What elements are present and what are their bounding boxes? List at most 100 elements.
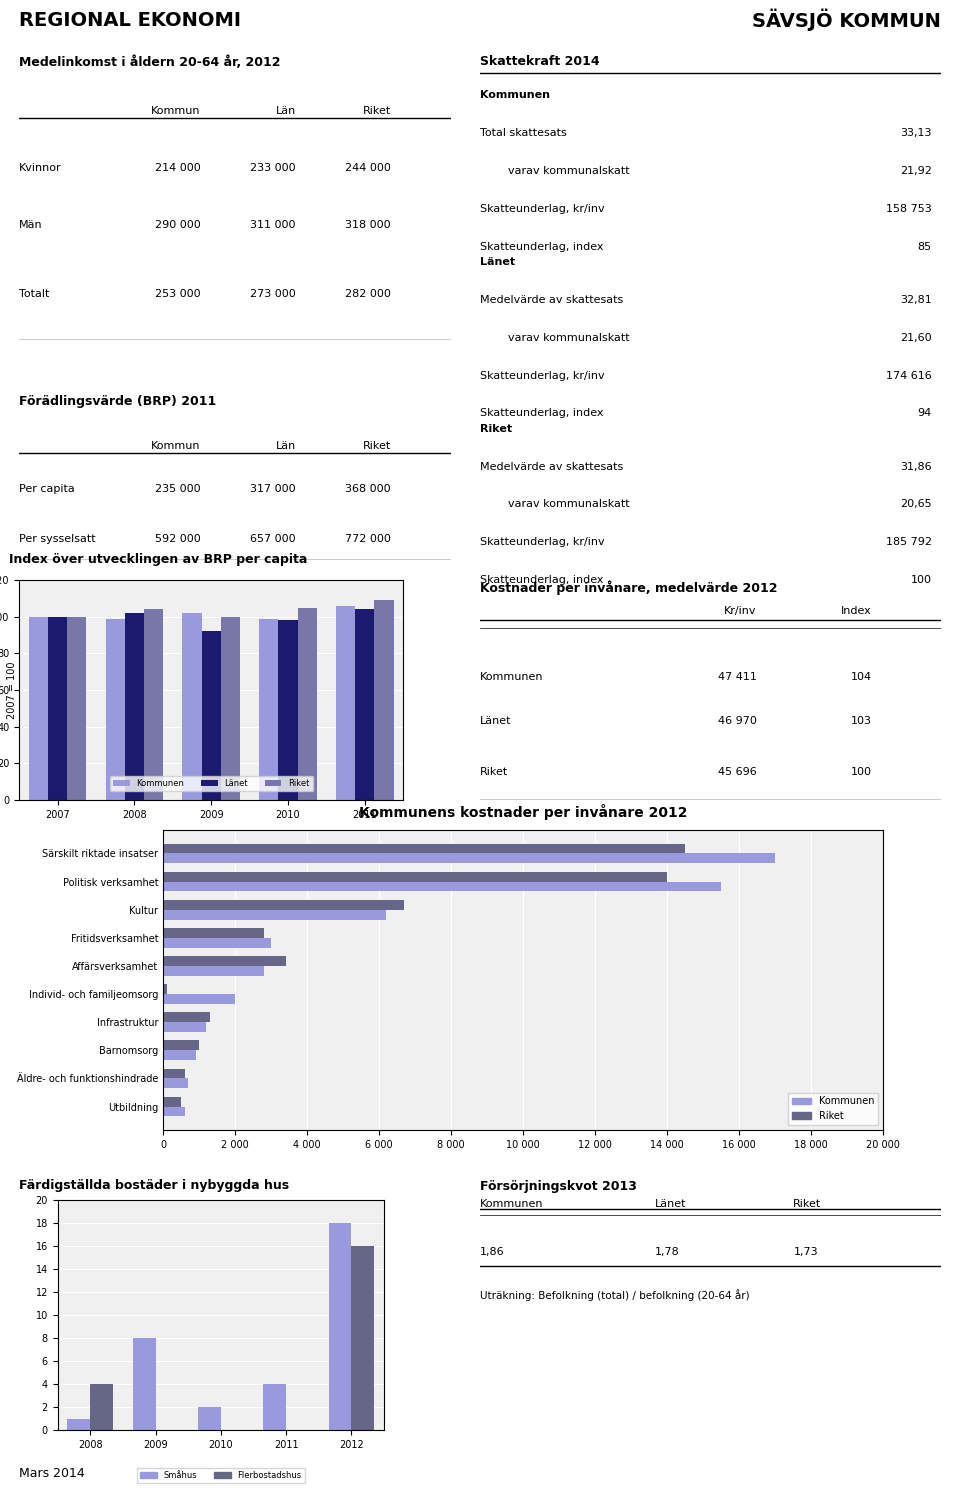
Text: 185 792: 185 792 [885, 537, 931, 548]
Text: Kommun: Kommun [151, 442, 201, 451]
Text: Skatteunderlag, index: Skatteunderlag, index [480, 574, 604, 585]
Bar [198, 1407, 221, 1429]
Bar [163, 985, 167, 994]
Text: Försörjningskvot 2013: Försörjningskvot 2013 [480, 1180, 636, 1194]
Text: Uträkning: Befolkning (total) / befolkning (20-64 år): Uträkning: Befolkning (total) / befolkni… [480, 1289, 750, 1301]
Text: Skatteunderlag, index: Skatteunderlag, index [480, 409, 604, 418]
Bar [278, 621, 298, 800]
Text: Riket: Riket [363, 106, 391, 116]
Text: Riket: Riket [793, 1200, 822, 1209]
Text: Medelinkomst i åldern 20-64 år, 2012: Medelinkomst i åldern 20-64 år, 2012 [19, 55, 280, 69]
Bar [163, 910, 386, 919]
Bar [163, 843, 685, 853]
Bar [163, 1097, 181, 1107]
Text: Skatteunderlag, kr/inv: Skatteunderlag, kr/inv [480, 370, 605, 380]
Text: 158 753: 158 753 [886, 204, 931, 213]
Text: Länet: Länet [655, 1200, 686, 1209]
Bar [182, 613, 202, 800]
Bar [259, 619, 278, 800]
Text: Kommun: Kommun [151, 106, 201, 116]
Bar [29, 616, 48, 800]
Bar [328, 1223, 351, 1429]
Bar [355, 609, 374, 800]
Text: varav kommunalskatt: varav kommunalskatt [508, 166, 629, 176]
Bar [163, 965, 264, 976]
Bar [163, 871, 667, 882]
Text: 21,60: 21,60 [900, 333, 931, 343]
Text: 45 696: 45 696 [718, 767, 756, 777]
Bar [163, 1040, 200, 1050]
Text: Skatteunderlag, kr/inv: Skatteunderlag, kr/inv [480, 537, 605, 548]
Text: Riket: Riket [480, 767, 508, 777]
Text: 31,86: 31,86 [900, 461, 931, 471]
Text: 100: 100 [851, 767, 872, 777]
Text: 100: 100 [911, 574, 931, 585]
Text: 592 000: 592 000 [155, 534, 201, 543]
Legend: Kommunen, Länet, Riket: Kommunen, Länet, Riket [109, 776, 313, 791]
Text: 20,65: 20,65 [900, 500, 931, 509]
Text: Länet: Länet [480, 257, 516, 267]
Bar [163, 928, 264, 938]
Text: Län: Län [276, 106, 296, 116]
Text: Per capita: Per capita [19, 483, 75, 494]
Text: 46 970: 46 970 [718, 716, 756, 727]
Bar [163, 1079, 188, 1088]
Bar [163, 938, 272, 947]
Text: Kommunen: Kommunen [480, 91, 550, 100]
Bar [163, 1068, 184, 1079]
Text: Skatteunderlag, kr/inv: Skatteunderlag, kr/inv [480, 204, 605, 213]
Text: Riket: Riket [363, 442, 391, 451]
Legend: Småhus, Flerbostadshus: Småhus, Flerbostadshus [137, 1468, 304, 1483]
Bar [221, 616, 240, 800]
Bar [374, 600, 394, 800]
Text: Mars 2014: Mars 2014 [19, 1467, 84, 1480]
Text: 47 411: 47 411 [718, 673, 756, 682]
Text: 772 000: 772 000 [345, 534, 391, 543]
Text: 1,73: 1,73 [793, 1247, 818, 1258]
Text: Kostnader per invånare, medelvärde 2012: Kostnader per invånare, medelvärde 2012 [480, 580, 778, 595]
Text: REGIONAL EKONOMI: REGIONAL EKONOMI [19, 10, 241, 30]
Bar [163, 1013, 210, 1022]
Text: Medelvärde av skattesats: Medelvärde av skattesats [480, 461, 623, 471]
Text: Förädlingsvärde (BRP) 2011: Förädlingsvärde (BRP) 2011 [19, 395, 216, 407]
Bar [163, 956, 286, 965]
Text: varav kommunalskatt: varav kommunalskatt [508, 500, 629, 509]
Bar [132, 1338, 156, 1429]
Text: 311 000: 311 000 [251, 221, 296, 230]
Text: Index: Index [841, 606, 872, 616]
Bar [67, 616, 86, 800]
Text: 1,78: 1,78 [655, 1247, 680, 1258]
Bar [144, 609, 163, 800]
Text: 2007 = 100: 2007 = 100 [7, 661, 17, 719]
Text: 253 000: 253 000 [155, 288, 201, 298]
Bar [298, 607, 317, 800]
Text: Kommunen: Kommunen [480, 1200, 543, 1209]
Text: Män: Män [19, 221, 43, 230]
Bar [106, 619, 125, 800]
Text: 317 000: 317 000 [250, 483, 296, 494]
Bar [125, 613, 144, 800]
Text: Per sysselsatt: Per sysselsatt [19, 534, 96, 543]
Text: Länet: Länet [480, 716, 512, 727]
Text: 233 000: 233 000 [250, 163, 296, 173]
Text: 174 616: 174 616 [886, 370, 931, 380]
Text: Kommunens kostnader per invånare 2012: Kommunens kostnader per invånare 2012 [359, 804, 687, 819]
Text: varav kommunalskatt: varav kommunalskatt [508, 333, 629, 343]
Bar [163, 853, 776, 864]
Text: Skatteunderlag, index: Skatteunderlag, index [480, 242, 604, 252]
Bar [263, 1385, 286, 1429]
Text: 244 000: 244 000 [345, 163, 391, 173]
Text: 657 000: 657 000 [250, 534, 296, 543]
Text: Skattekraft 2014: Skattekraft 2014 [480, 55, 600, 69]
Bar [163, 1107, 184, 1116]
Text: Medelvärde av skattesats: Medelvärde av skattesats [480, 295, 623, 304]
Bar [336, 606, 355, 800]
Text: Kvinnor: Kvinnor [19, 163, 61, 173]
Text: 235 000: 235 000 [155, 483, 201, 494]
Legend: Kommunen, Riket: Kommunen, Riket [788, 1092, 878, 1125]
Text: Kr/inv: Kr/inv [724, 606, 756, 616]
Bar [163, 882, 721, 891]
Text: 282 000: 282 000 [345, 288, 391, 298]
Text: 85: 85 [918, 242, 931, 252]
Text: Riket: Riket [480, 424, 512, 434]
